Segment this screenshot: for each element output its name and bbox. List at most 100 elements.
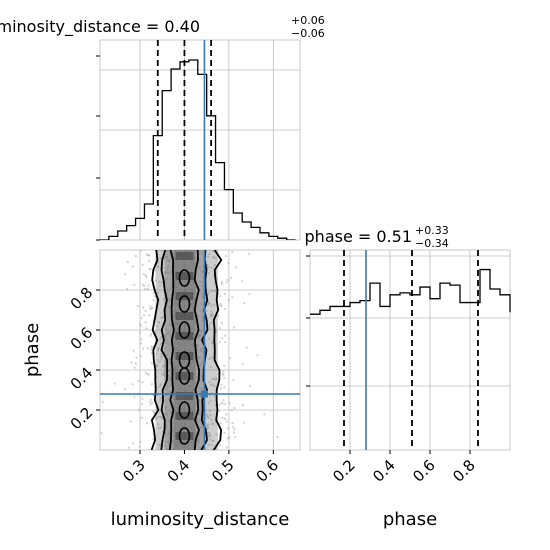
density-point bbox=[199, 426, 202, 429]
density-point bbox=[141, 381, 144, 384]
density-point bbox=[198, 356, 201, 359]
density-point bbox=[256, 354, 259, 357]
density-point bbox=[198, 440, 201, 443]
density-point bbox=[149, 308, 152, 311]
density-point bbox=[200, 387, 203, 390]
density-contour-mid-right bbox=[200, 250, 209, 450]
density-point bbox=[232, 431, 236, 434]
density-point bbox=[144, 310, 147, 313]
density-point bbox=[197, 314, 200, 318]
density-point bbox=[158, 385, 161, 388]
density-point bbox=[207, 426, 210, 429]
density-point bbox=[197, 412, 200, 416]
density-point bbox=[225, 420, 228, 423]
density-point bbox=[201, 361, 204, 364]
density-point bbox=[160, 336, 163, 339]
density-point bbox=[216, 259, 219, 262]
density-point bbox=[198, 419, 201, 422]
density-point bbox=[169, 410, 173, 413]
density-point bbox=[220, 383, 223, 386]
density-point bbox=[167, 330, 170, 333]
density-point bbox=[126, 260, 129, 263]
density-point bbox=[138, 408, 141, 412]
density-point bbox=[233, 428, 236, 431]
density-point bbox=[156, 291, 159, 295]
density-point bbox=[159, 338, 163, 341]
density-point bbox=[195, 401, 198, 404]
density-point bbox=[146, 347, 149, 350]
density-point bbox=[144, 371, 147, 374]
density-point bbox=[226, 278, 229, 281]
hist-phase-grid bbox=[310, 250, 510, 450]
density-point bbox=[158, 346, 161, 349]
density-point bbox=[160, 250, 164, 252]
density-point bbox=[164, 441, 167, 444]
density-point bbox=[165, 271, 168, 274]
density-point bbox=[134, 255, 137, 258]
density-point bbox=[166, 385, 170, 388]
density-point bbox=[152, 291, 155, 294]
density-point bbox=[241, 280, 244, 283]
density-point bbox=[166, 255, 169, 258]
density-point bbox=[130, 361, 133, 364]
density-point bbox=[242, 421, 245, 424]
density-point bbox=[163, 364, 166, 367]
density-point bbox=[159, 342, 163, 345]
density-contour-island bbox=[178, 367, 191, 385]
hist-phase-panel: 0.2 0.4 0.6 0.8 phase = 0.51 +0.33 −0.34 ph… bbox=[305, 224, 511, 530]
density-point bbox=[208, 253, 211, 256]
density-point bbox=[210, 444, 213, 447]
density-point bbox=[140, 402, 144, 405]
density-point bbox=[155, 352, 158, 355]
density-point bbox=[148, 268, 151, 271]
density-point bbox=[209, 314, 212, 317]
density-point bbox=[231, 251, 234, 254]
density-point bbox=[157, 427, 160, 430]
density-point bbox=[155, 416, 158, 419]
density-point bbox=[169, 323, 172, 326]
density-point bbox=[195, 444, 198, 447]
density-point bbox=[195, 419, 198, 422]
density-point bbox=[196, 343, 199, 347]
density-point bbox=[167, 432, 170, 435]
density-point bbox=[208, 302, 211, 305]
title-phase: phase = 0.51 bbox=[305, 227, 412, 246]
density-point bbox=[201, 319, 204, 322]
density-point bbox=[196, 344, 199, 347]
density-point bbox=[200, 426, 203, 429]
density-point bbox=[225, 413, 228, 416]
density-point bbox=[209, 365, 212, 368]
density-point bbox=[208, 381, 211, 384]
density-point bbox=[142, 347, 145, 350]
density-point bbox=[151, 306, 154, 309]
density-point bbox=[154, 330, 157, 333]
density-point bbox=[126, 288, 129, 291]
density-point bbox=[142, 273, 145, 276]
density-point bbox=[161, 372, 165, 376]
density-point bbox=[220, 281, 224, 284]
density-point bbox=[113, 382, 116, 385]
hist-luminosity-panel: luminosity_distance = 0.40 +0.06 −0.06 bbox=[0, 14, 325, 241]
xlabel-phase: phase bbox=[383, 509, 437, 530]
density-point bbox=[215, 433, 218, 436]
xlabel-luminosity: luminosity_distance bbox=[111, 509, 290, 530]
density-point bbox=[213, 384, 216, 388]
density-point bbox=[160, 316, 163, 319]
density-point bbox=[163, 298, 166, 301]
density-point bbox=[227, 427, 230, 430]
density-point bbox=[140, 416, 143, 419]
density-point bbox=[156, 394, 159, 397]
density-point bbox=[225, 255, 228, 258]
density-point bbox=[150, 362, 153, 365]
density-point bbox=[210, 422, 214, 425]
density-point bbox=[198, 433, 201, 436]
density-point bbox=[215, 378, 218, 381]
density-point bbox=[201, 296, 205, 299]
title-phase-plus: +0.33 bbox=[415, 224, 449, 237]
density-point bbox=[210, 383, 213, 386]
density-point bbox=[159, 383, 162, 386]
density-point bbox=[147, 284, 150, 287]
density-point bbox=[163, 371, 166, 374]
density-point bbox=[156, 325, 159, 328]
density-point bbox=[156, 348, 160, 351]
